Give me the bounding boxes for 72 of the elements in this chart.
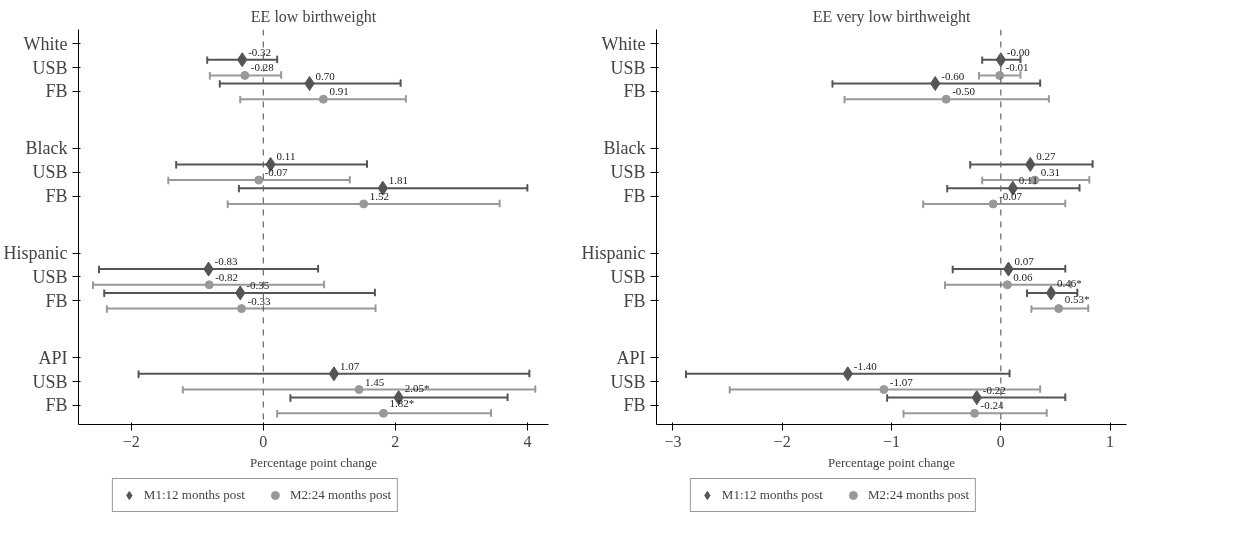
data-label: 2.05* xyxy=(404,381,430,394)
data-label: 0.91 xyxy=(329,85,349,98)
y-tick-label: White xyxy=(23,33,68,54)
y-tick-label: Black xyxy=(25,138,68,159)
x-tick-label: −2 xyxy=(773,432,791,450)
data-label: 0.31 xyxy=(1040,166,1060,179)
y-tick-label: Hispanic xyxy=(581,243,646,264)
y-tick-label: White xyxy=(601,33,646,54)
data-label: -0.07 xyxy=(999,189,1023,202)
x-tick-label: −2 xyxy=(122,432,140,450)
data-label: -0.00 xyxy=(1006,45,1031,58)
data-label: 0.11 xyxy=(276,150,296,163)
x-tick-label: 0 xyxy=(259,432,268,450)
y-tick-label: FB xyxy=(623,81,646,102)
data-label: -0.83 xyxy=(214,255,238,268)
x-tick-label: 4 xyxy=(523,432,532,450)
data-label: -0.50 xyxy=(952,85,976,98)
data-label: 1.82* xyxy=(389,397,415,410)
x-tick-label: 0 xyxy=(996,432,1005,450)
x-tick-label: −3 xyxy=(664,432,682,450)
data-label: -0.07 xyxy=(264,166,289,179)
y-tick-label: USB xyxy=(610,162,646,183)
data-label: 0.46* xyxy=(1057,276,1082,289)
data-label: -1.40 xyxy=(853,359,878,372)
legend-label: M1:12 months post xyxy=(143,487,245,503)
x-axis-title: Percentage point change xyxy=(249,454,378,470)
data-label: -0.28 xyxy=(250,61,275,74)
y-tick-label: API xyxy=(616,347,646,368)
data-label: -0.01 xyxy=(1005,61,1029,74)
y-tick-label: FB xyxy=(45,290,68,311)
legend-label: M2:24 months post xyxy=(289,487,392,503)
y-tick-label: USB xyxy=(32,162,68,183)
x-tick-label: 2 xyxy=(391,432,400,450)
data-label: 1.45 xyxy=(365,375,385,388)
data-label: 0.06 xyxy=(1013,270,1034,283)
data-label: -0.32 xyxy=(248,45,272,58)
chart-title: EE low birthweight xyxy=(250,7,377,26)
y-tick-label: FB xyxy=(45,186,68,207)
y-tick-label: USB xyxy=(610,266,646,287)
y-tick-label: API xyxy=(38,347,68,368)
y-tick-label: USB xyxy=(610,57,646,78)
data-label: -0.82 xyxy=(215,270,239,283)
y-tick-label: USB xyxy=(32,371,68,392)
y-tick-label: FB xyxy=(623,186,646,207)
data-label: 1.07 xyxy=(339,359,360,372)
data-label: 0.70 xyxy=(315,69,336,82)
legend-label: M2:24 months post xyxy=(867,487,970,503)
y-tick-label: Black xyxy=(603,138,646,159)
y-tick-label: USB xyxy=(32,57,68,78)
chart-title: EE very low birthweight xyxy=(812,7,971,26)
data-label: 1.81 xyxy=(388,174,409,187)
data-label: -1.07 xyxy=(889,375,914,388)
data-label: -0.35 xyxy=(246,278,270,291)
legend-label: M1:12 months post xyxy=(721,487,823,503)
data-label: 0.07 xyxy=(1014,255,1035,268)
x-axis-title: Percentage point change xyxy=(827,454,956,470)
data-label: -0.22 xyxy=(982,383,1006,396)
y-tick-label: FB xyxy=(623,395,646,416)
y-tick-label: Hispanic xyxy=(3,243,68,264)
y-tick-label: USB xyxy=(32,266,68,287)
x-tick-label: 1 xyxy=(1106,432,1115,450)
x-tick-label: −1 xyxy=(882,432,901,450)
y-tick-label: FB xyxy=(623,290,646,311)
data-label: 0.27 xyxy=(1036,150,1057,163)
y-tick-label: FB xyxy=(45,81,68,102)
y-tick-label: FB xyxy=(45,395,68,416)
y-tick-label: USB xyxy=(610,371,646,392)
data-label: 1.52 xyxy=(369,189,389,202)
data-label: -0.24 xyxy=(980,399,1004,412)
data-label: -0.33 xyxy=(247,294,271,307)
data-label: -0.60 xyxy=(941,69,965,82)
data-label: 0.53* xyxy=(1064,292,1090,305)
